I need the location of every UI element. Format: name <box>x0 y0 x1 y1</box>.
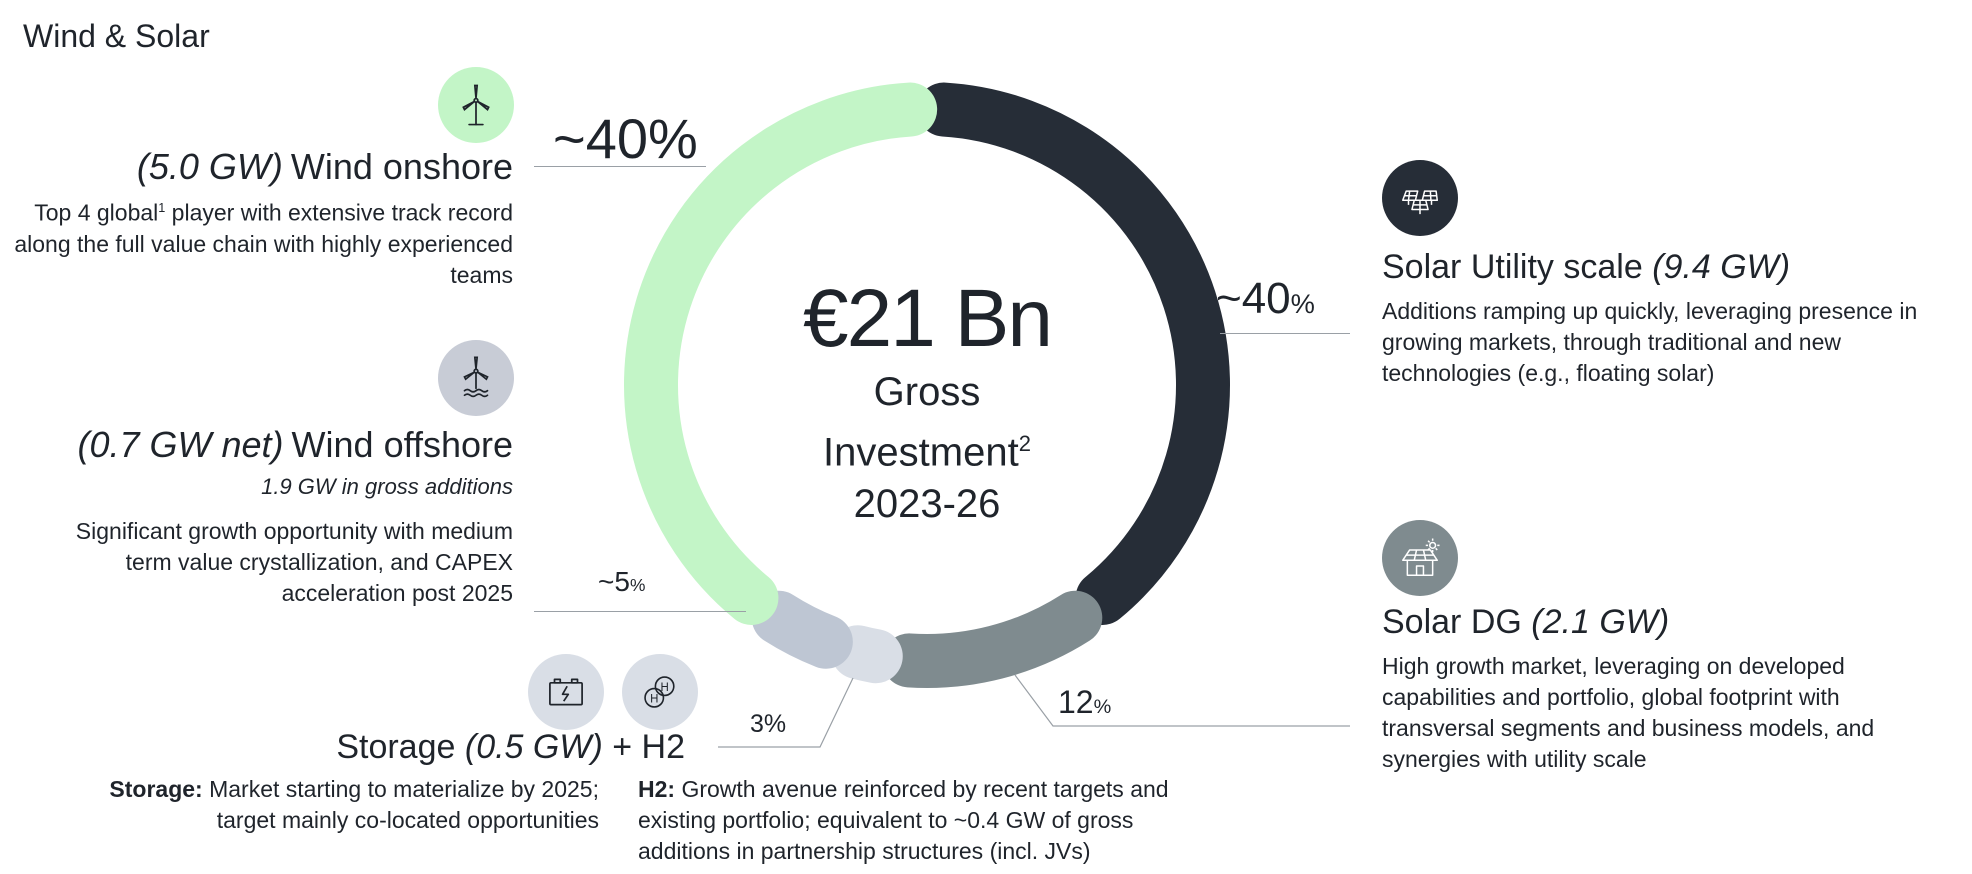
donut-segment-solar-dg <box>882 590 1103 688</box>
wind-onshore-desc: Top 4 global1 player with extensive trac… <box>13 193 513 291</box>
offshore-pct-value: ~5 <box>598 566 630 597</box>
storage-name: Storage <box>336 728 456 766</box>
solar-dg-heading: Solar DG (2.1 GW) <box>1382 603 1669 642</box>
h2-name: + H2 <box>612 728 685 766</box>
leader-line-onshore <box>534 166 706 167</box>
utility-pct-value: ~40 <box>1216 274 1291 323</box>
offshore-turbine-icon <box>438 340 514 416</box>
svg-text:H: H <box>660 682 668 694</box>
solar-dg-name: Solar DG <box>1382 603 1522 641</box>
storage-desc-text: Market starting to materialize by 2025; … <box>209 776 599 833</box>
wind-onshore-name: Wind onshore <box>290 146 513 187</box>
dg-pct-label: 12% <box>1058 684 1111 721</box>
utility-pct-label: ~40% <box>1216 274 1315 324</box>
donut-segment-storage-h2 <box>830 625 903 684</box>
h2-desc-label: H2: <box>638 776 676 802</box>
storage-pct-label: 3% <box>750 710 787 738</box>
donut-segment-wind-onshore <box>624 82 938 625</box>
donut-segment-wind-offshore <box>751 590 853 669</box>
center-line-2-text: Investment <box>823 430 1019 475</box>
h2-desc: H2: Growth avenue reinforced by recent t… <box>638 774 1218 867</box>
onshore-pct-label: ~40% <box>553 107 698 170</box>
dg-pct-value: 12 <box>1058 684 1094 720</box>
center-caption: Gross Investment2 2023-26 <box>727 366 1127 530</box>
svg-text:H: H <box>650 693 658 705</box>
leader-line-offshore <box>534 611 746 612</box>
solar-utility-name: Solar Utility scale <box>1382 248 1643 286</box>
storage-capacity: (0.5 GW) <box>464 728 603 766</box>
storage-desc: Storage: Market starting to materialize … <box>79 774 599 836</box>
solar-dg-capacity: (2.1 GW) <box>1531 603 1670 641</box>
wind-offshore-desc: Significant growth opportunity with medi… <box>75 518 513 606</box>
battery-icon <box>528 654 604 730</box>
page-title: Wind & Solar <box>23 18 210 54</box>
storage-h2-heading: Storage (0.5 GW) + H2 <box>336 728 685 767</box>
wind-onshore-desc-b: player with extensive track record along… <box>14 199 513 288</box>
wind-offshore-name: Wind offshore <box>291 424 513 465</box>
leader-line-dg <box>1014 674 1350 727</box>
wind-onshore-desc-a: Top 4 global <box>34 199 159 226</box>
solar-utility-capacity: (9.4 GW) <box>1652 248 1791 286</box>
wind-onshore-capacity: (5.0 GW) <box>136 146 283 187</box>
center-line-3: 2023-26 <box>853 482 1001 527</box>
offshore-pct-label: ~5% <box>598 566 645 598</box>
solar-utility-desc: Additions ramping up quickly, leveraging… <box>1382 298 1918 386</box>
offshore-pct-sign: % <box>629 575 646 595</box>
h2-desc-text: Growth avenue reinforced by recent targe… <box>638 776 1169 864</box>
solar-dg-desc: High growth market, leveraging on develo… <box>1382 653 1875 772</box>
footnote-1: 1 <box>158 201 166 215</box>
solar-panels-icon <box>1382 160 1458 236</box>
utility-pct-sign: % <box>1290 288 1315 319</box>
house-solar-icon <box>1382 520 1458 596</box>
wind-offshore-capacity: (0.7 GW net) <box>77 424 284 465</box>
wind-offshore-note: 1.9 GW in gross additions <box>261 474 513 499</box>
wind-turbine-icon <box>438 67 514 143</box>
wind-onshore-heading: (5.0 GW) Wind onshore <box>137 146 513 188</box>
solar-utility-heading: Solar Utility scale (9.4 GW) <box>1382 248 1790 287</box>
center-line-2: Investment2 <box>727 418 1127 478</box>
donut-segment-solar-utility-scale <box>916 82 1230 625</box>
center-line-1: Gross <box>873 370 981 414</box>
total-amount: €21 Bn <box>803 273 1053 364</box>
wind-offshore-heading: (0.7 GW net) Wind offshore <box>77 424 513 466</box>
footnote-2: 2 <box>1018 431 1031 456</box>
leader-line-utility <box>1220 333 1350 334</box>
dg-pct-sign: % <box>1093 696 1112 718</box>
hydrogen-icon: H H <box>622 654 698 730</box>
leader-line-storage <box>718 677 854 748</box>
storage-desc-label: Storage: <box>109 776 203 802</box>
